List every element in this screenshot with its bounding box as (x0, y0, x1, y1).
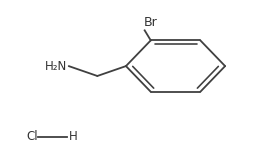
Text: H₂N: H₂N (45, 60, 67, 73)
Text: H: H (69, 130, 78, 143)
Text: Cl: Cl (27, 130, 39, 143)
Text: Br: Br (143, 16, 157, 29)
